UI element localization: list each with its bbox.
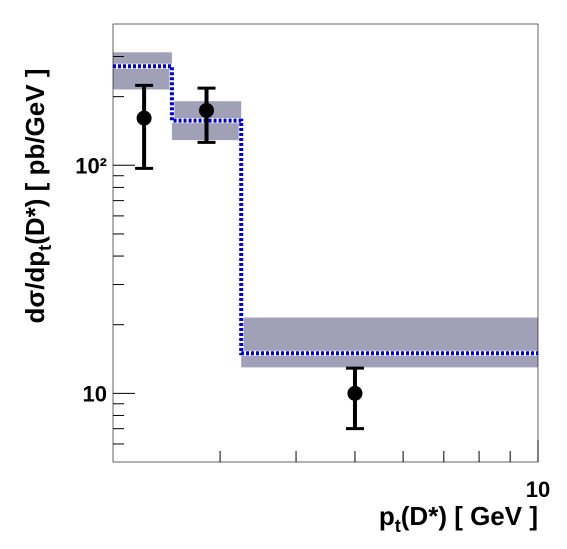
data-point bbox=[136, 110, 152, 126]
y-axis-label-part: dσ/dp bbox=[20, 251, 50, 324]
data-point bbox=[199, 102, 215, 118]
x-tick-label: 10 bbox=[526, 477, 550, 502]
x-axis-label-part: p bbox=[379, 501, 395, 531]
plot-frame bbox=[112, 23, 539, 463]
y-axis-label-part: (D*) [ pb/GeV ] bbox=[20, 69, 50, 245]
y-axis-label: dσ/dpt(D*) [ pb/GeV ] bbox=[20, 69, 55, 324]
theory-band bbox=[113, 52, 172, 90]
x-axis-label: pt(D*) [ GeV ] bbox=[379, 501, 538, 536]
data-point bbox=[347, 385, 363, 401]
y-tick-label: 10 bbox=[83, 381, 107, 406]
y-tick-label: 10² bbox=[75, 153, 107, 178]
theory-band bbox=[241, 317, 538, 368]
x-axis-label-part: t bbox=[395, 516, 401, 536]
x-axis-label-part: (D*) [ GeV ] bbox=[401, 501, 538, 531]
y-axis-label-part: t bbox=[35, 245, 55, 251]
